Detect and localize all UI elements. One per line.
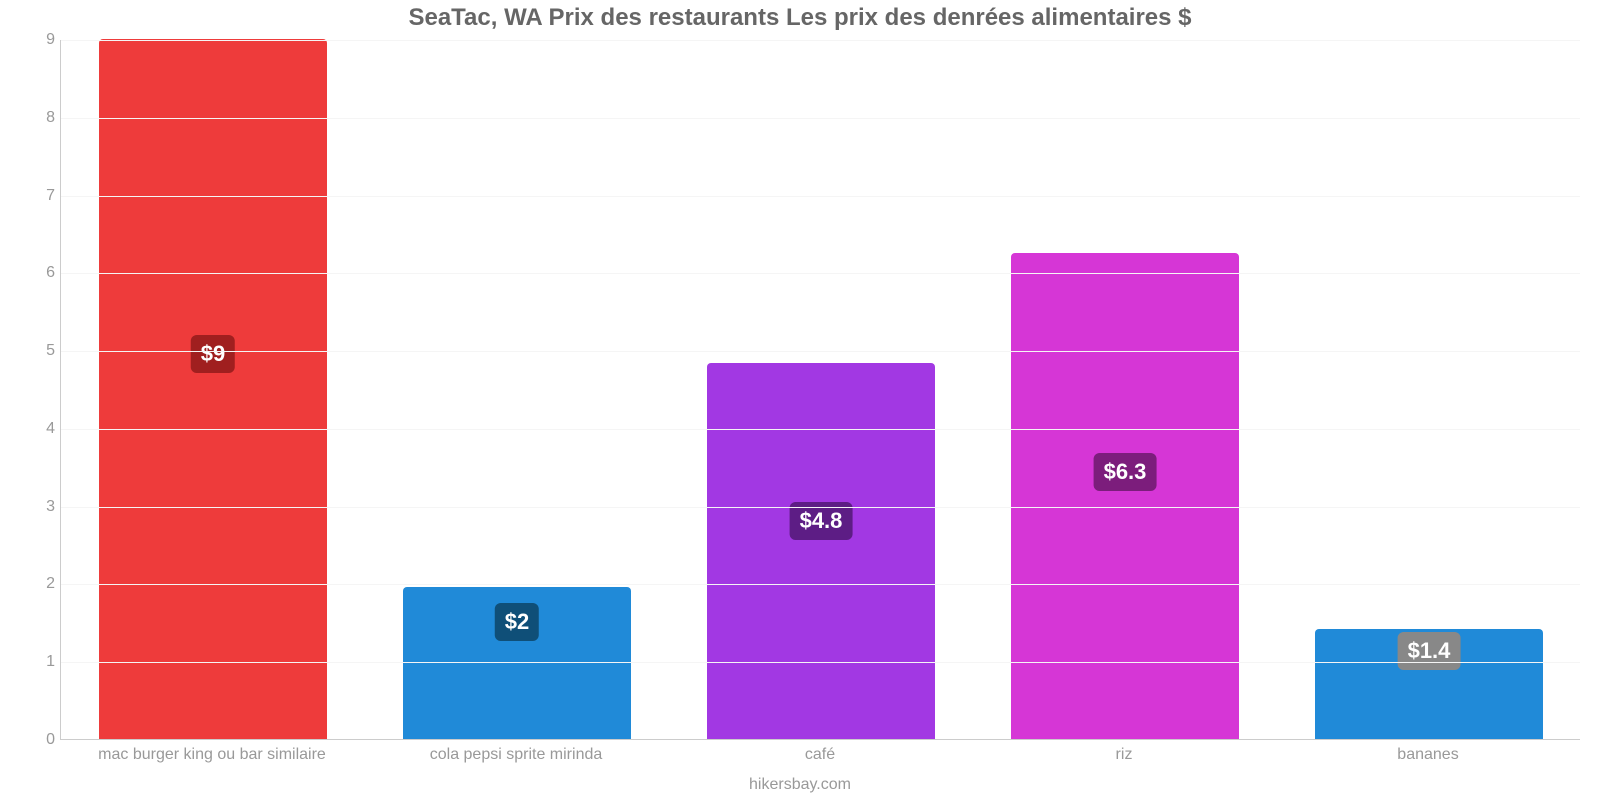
grid-line xyxy=(61,351,1580,352)
y-tick-label: 5 xyxy=(21,342,55,360)
y-tick-label: 3 xyxy=(21,498,55,516)
grid-line xyxy=(61,40,1580,41)
grid-line xyxy=(61,273,1580,274)
grid-line xyxy=(61,118,1580,119)
x-tick-label: cola pepsi sprite mirinda xyxy=(430,746,603,764)
x-tick-label: riz xyxy=(1116,746,1133,764)
bar-slot: $9 xyxy=(61,39,365,739)
chart-title: SeaTac, WA Prix des restaurants Les prix… xyxy=(0,4,1600,32)
chart-credit: hikersbay.com xyxy=(0,776,1600,794)
y-tick-label: 1 xyxy=(21,653,55,671)
y-tick-label: 6 xyxy=(21,264,55,282)
bar-value-badge: $4.8 xyxy=(790,502,853,540)
bar-value-badge: $2 xyxy=(495,603,539,641)
y-tick-label: 7 xyxy=(21,187,55,205)
bar xyxy=(707,363,935,739)
bar xyxy=(1011,253,1239,739)
bar-value-badge: $9 xyxy=(191,335,235,373)
bar-slot: $6.3 xyxy=(973,39,1277,739)
grid-line xyxy=(61,584,1580,585)
y-tick-label: 9 xyxy=(21,31,55,49)
grid-line xyxy=(61,196,1580,197)
price-bar-chart: SeaTac, WA Prix des restaurants Les prix… xyxy=(0,0,1600,800)
y-tick-label: 8 xyxy=(21,109,55,127)
grid-line xyxy=(61,662,1580,663)
grid-line xyxy=(61,429,1580,430)
x-tick-label: bananes xyxy=(1397,746,1458,764)
y-tick-label: 2 xyxy=(21,575,55,593)
bar-slot: $4.8 xyxy=(669,39,973,739)
y-tick-label: 4 xyxy=(21,420,55,438)
bar-slot: $2 xyxy=(365,39,669,739)
grid-line xyxy=(61,507,1580,508)
bar-slot: $1.4 xyxy=(1277,39,1581,739)
bar-value-badge: $6.3 xyxy=(1094,453,1157,491)
x-tick-label: mac burger king ou bar similaire xyxy=(98,746,326,764)
bar xyxy=(99,39,327,739)
bars-layer: $9 $2 $4.8 $6.3 $1.4 xyxy=(61,40,1580,739)
x-tick-label: café xyxy=(805,746,835,764)
y-tick-label: 0 xyxy=(21,731,55,749)
bar-value-badge: $1.4 xyxy=(1398,632,1461,670)
plot-area: $9$2$4.8$6.3$1.4 0123456789 xyxy=(60,40,1580,740)
